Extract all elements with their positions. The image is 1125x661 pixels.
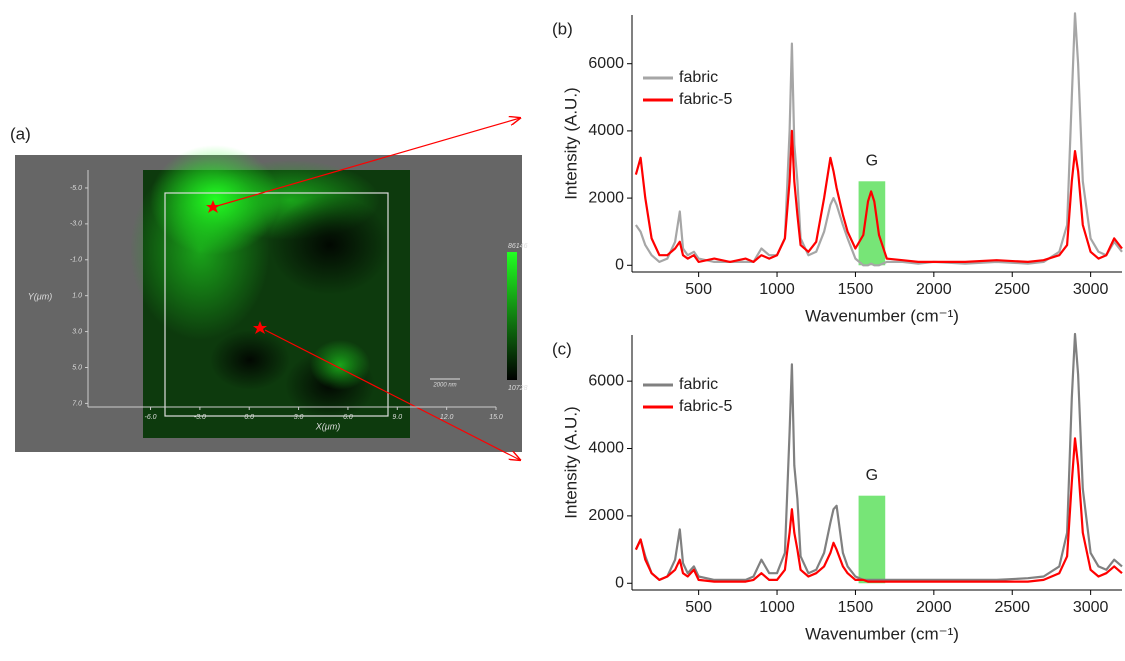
x-tick-label: 2500 bbox=[994, 281, 1030, 298]
highlight-label: G bbox=[866, 153, 878, 170]
scale-bar-label: 2000 nm bbox=[432, 383, 456, 389]
y-tick-label: 4000 bbox=[588, 440, 624, 457]
x-tick-label: 1500 bbox=[838, 599, 874, 616]
x-axis-label: Wavenumber (cm⁻¹) bbox=[805, 624, 959, 643]
legend-label: fabric bbox=[679, 69, 718, 86]
colorbar-min: 10728 bbox=[508, 385, 528, 392]
legend-label: fabric bbox=[679, 376, 718, 393]
y-tick-label: 0 bbox=[615, 256, 624, 273]
x-tick-label: 2000 bbox=[916, 281, 952, 298]
panel-label: (c) bbox=[552, 339, 572, 358]
x-tick-label: 3000 bbox=[1073, 599, 1109, 616]
y-axis-label: Intensity (A.U.) bbox=[561, 406, 580, 518]
y-tick-label: 0 bbox=[615, 574, 624, 591]
y-tick-label: -1.0 bbox=[70, 257, 82, 264]
x-tick-label: 1500 bbox=[838, 281, 874, 298]
y-tick-label: 3.0 bbox=[72, 328, 82, 335]
arrow bbox=[216, 118, 520, 207]
y-tick-label: 5.0 bbox=[72, 364, 82, 371]
y-tick-label: -5.0 bbox=[70, 185, 82, 192]
highlight-label: G bbox=[866, 467, 878, 484]
y-axis-label: Intensity (A.U.) bbox=[561, 87, 580, 199]
y-tick-label: 1.0 bbox=[72, 293, 82, 300]
y-tick-label: 2000 bbox=[588, 507, 624, 524]
highlight-band bbox=[858, 495, 886, 584]
x-axis-label: Wavenumber (cm⁻¹) bbox=[805, 306, 959, 325]
y-tick-label: 7.0 bbox=[72, 400, 82, 407]
x-tick-label: 12.0 bbox=[440, 414, 454, 421]
y-tick-label: -3.0 bbox=[70, 221, 82, 228]
map-frame bbox=[164, 192, 389, 417]
star bbox=[253, 321, 267, 334]
x-tick-label: 2000 bbox=[916, 599, 952, 616]
x-tick-label: 0.0 bbox=[244, 414, 254, 421]
arrow bbox=[264, 329, 520, 460]
x-tick-label: 3000 bbox=[1073, 281, 1109, 298]
x-axis-label: X(μm) bbox=[315, 421, 340, 431]
y-tick-label: 2000 bbox=[588, 189, 624, 206]
series-line bbox=[634, 437, 1123, 583]
y-tick-label: 6000 bbox=[588, 55, 624, 72]
legend-label: fabric-5 bbox=[679, 398, 732, 415]
x-tick-label: 1000 bbox=[759, 599, 795, 616]
colorbar-max: 86146 bbox=[508, 243, 528, 250]
map-blobs bbox=[130, 145, 390, 420]
legend-label: fabric-5 bbox=[679, 91, 732, 108]
x-tick-label: 6.0 bbox=[343, 414, 353, 421]
x-tick-label: -6.0 bbox=[144, 414, 156, 421]
panel-label: (a) bbox=[10, 124, 31, 143]
series-line bbox=[634, 12, 1123, 267]
star bbox=[206, 200, 220, 213]
series-line bbox=[634, 332, 1123, 581]
x-tick-label: 3.0 bbox=[294, 414, 304, 421]
x-tick-label: 9.0 bbox=[392, 414, 402, 421]
map-panel bbox=[15, 118, 522, 460]
x-tick-label: -3.0 bbox=[194, 414, 206, 421]
x-tick-label: 500 bbox=[685, 599, 712, 616]
panel-label: (b) bbox=[552, 19, 573, 38]
colorbar bbox=[507, 252, 517, 380]
x-tick-label: 15.0 bbox=[489, 414, 503, 421]
y-tick-label: 6000 bbox=[588, 372, 624, 389]
y-axis-label: Y(μm) bbox=[28, 291, 52, 301]
x-tick-label: 500 bbox=[685, 281, 712, 298]
series-line bbox=[634, 129, 1123, 263]
x-tick-label: 2500 bbox=[994, 599, 1030, 616]
y-tick-label: 4000 bbox=[588, 122, 624, 139]
x-tick-label: 1000 bbox=[759, 281, 795, 298]
